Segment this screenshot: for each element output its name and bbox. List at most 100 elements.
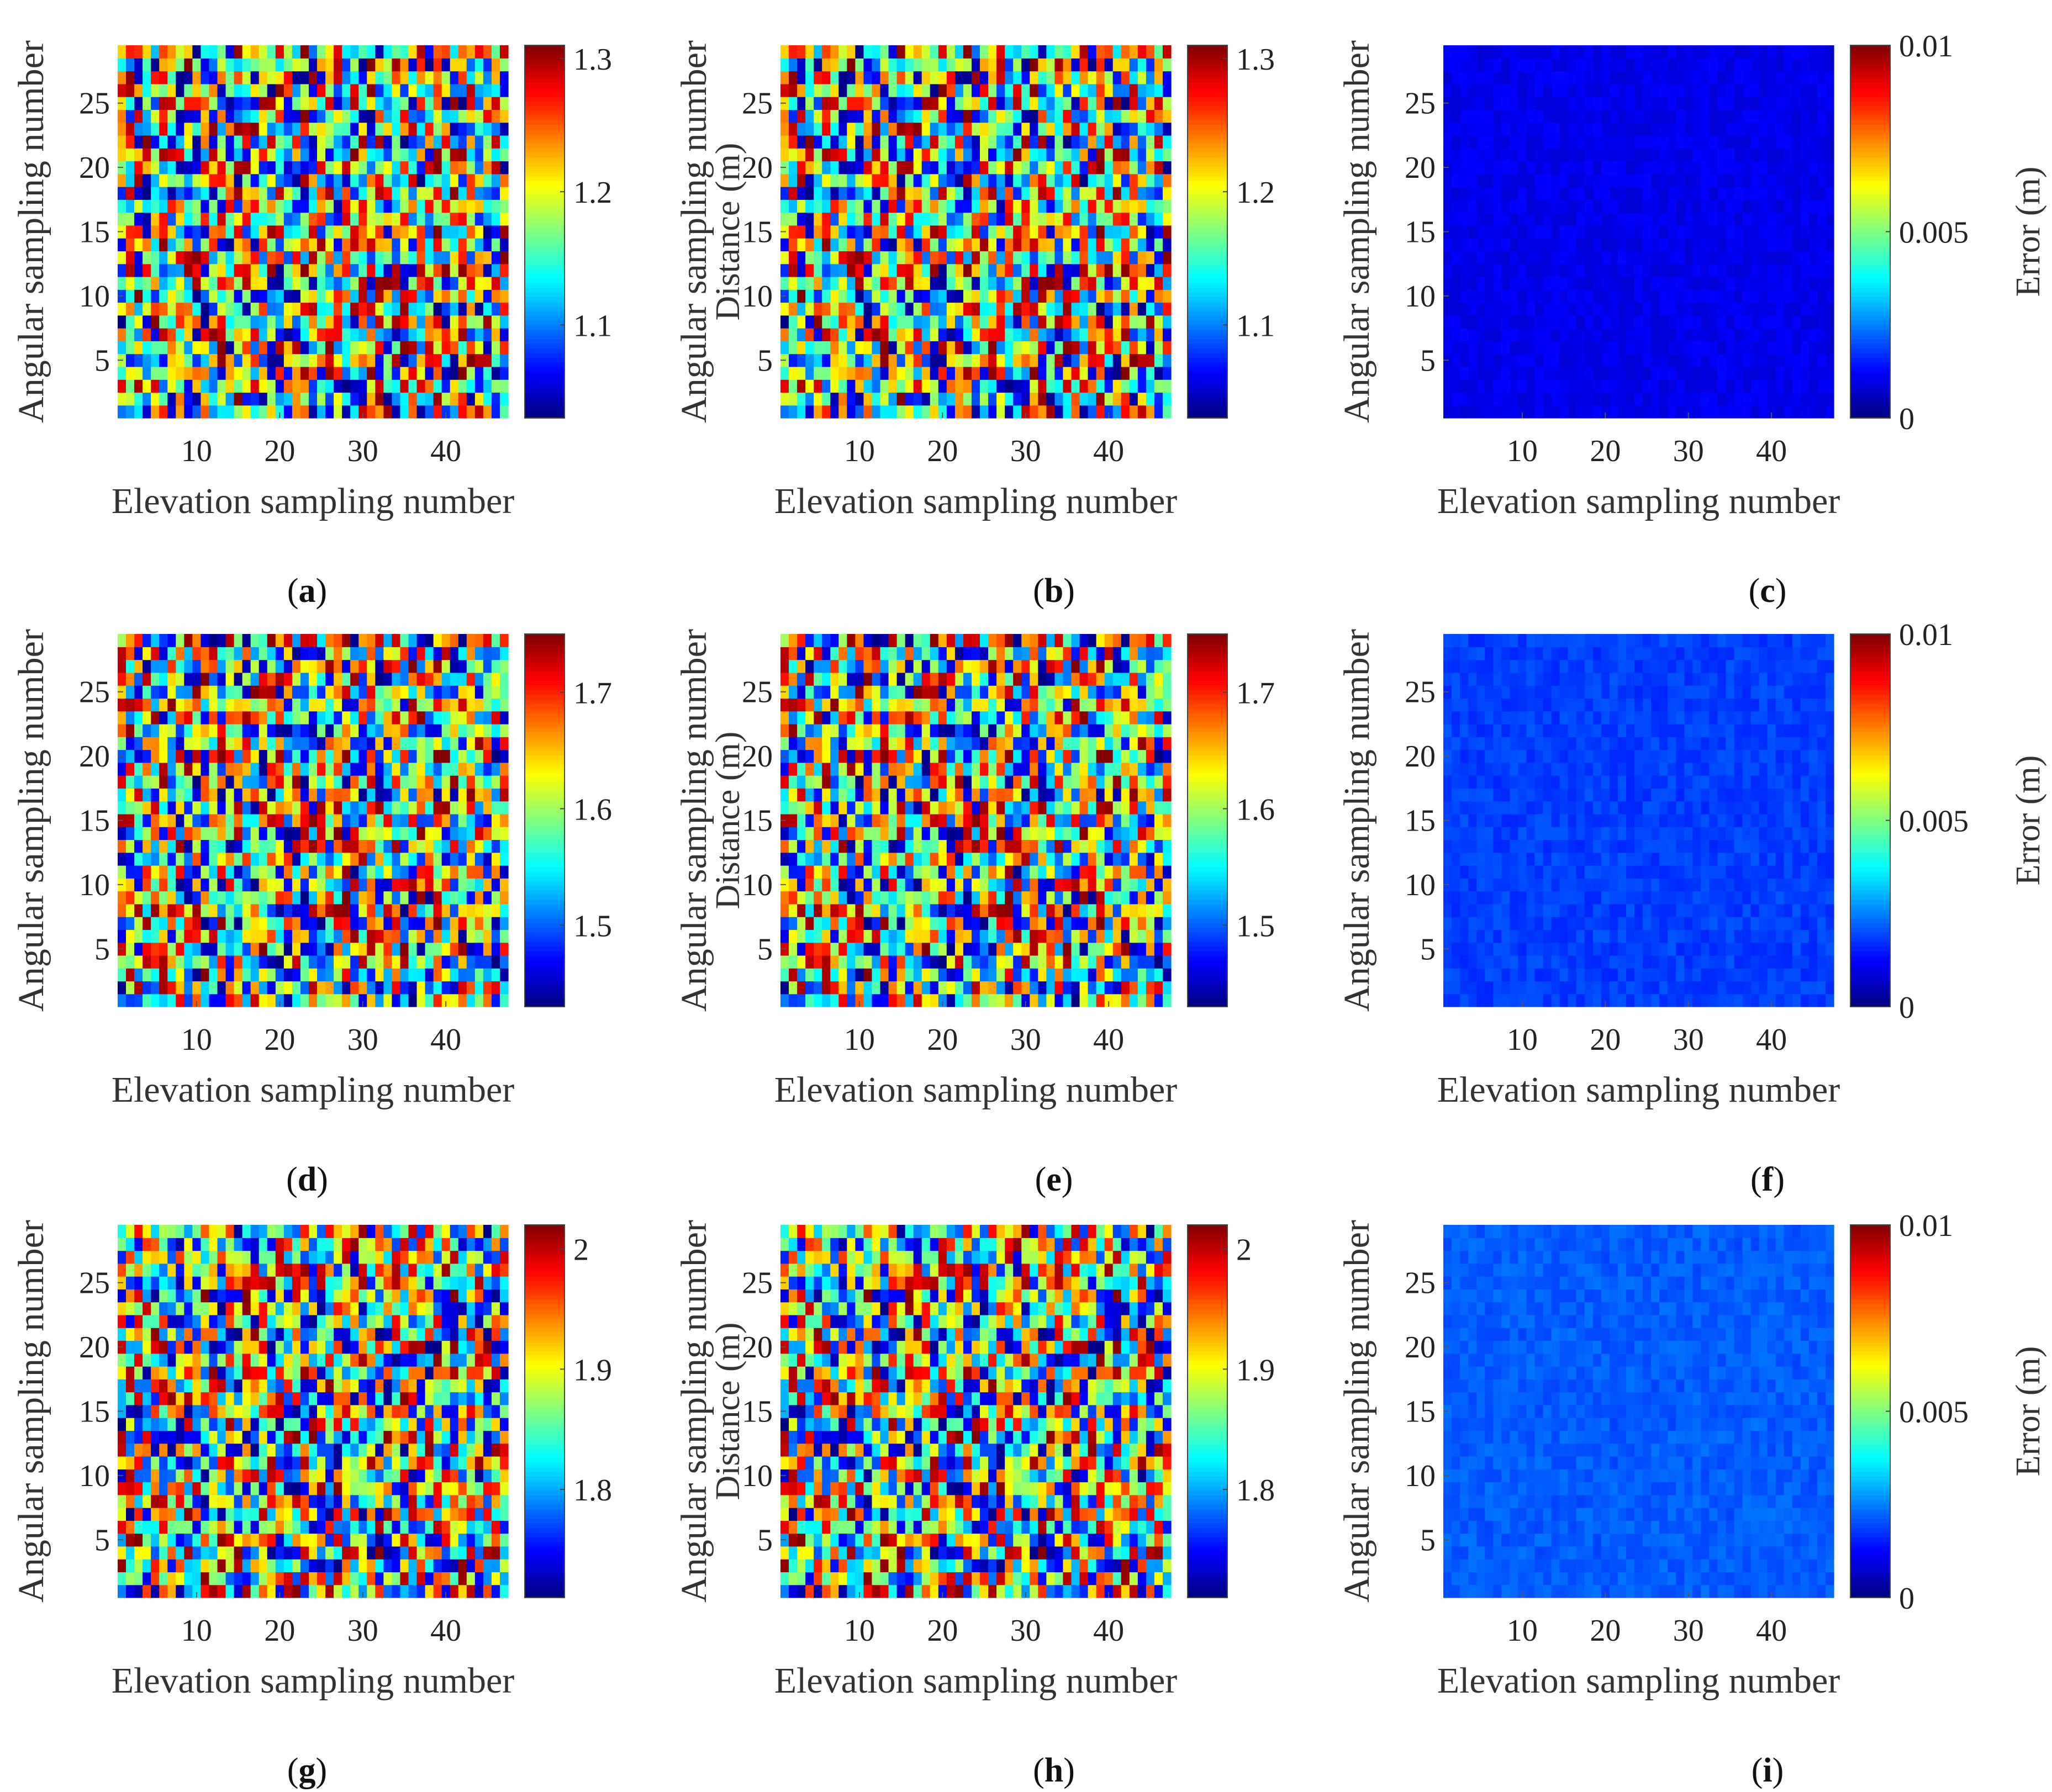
- heatmap-cell: [267, 71, 276, 84]
- heatmap-cell: [1079, 366, 1089, 380]
- heatmap-cell: [1038, 161, 1047, 175]
- heatmap-cell: [1792, 276, 1801, 290]
- heatmap-cell: [151, 212, 160, 226]
- heatmap-cell: [483, 173, 492, 187]
- heatmap-cell: [1088, 97, 1097, 110]
- heatmap-cell: [408, 929, 418, 943]
- heatmap-cell: [789, 263, 798, 277]
- heatmap-cell: [425, 212, 434, 226]
- heatmap-cell: [954, 225, 964, 239]
- heatmap-cell: [1808, 366, 1818, 380]
- heatmap-cell: [1021, 148, 1030, 162]
- heatmap-cell: [499, 289, 509, 303]
- heatmap-cell: [805, 122, 814, 136]
- heatmap-cell: [1485, 83, 1494, 97]
- heatmap-cell: [259, 71, 268, 84]
- heatmap-cell: [1759, 353, 1768, 367]
- heatmap-cell: [466, 379, 476, 393]
- heatmap-cell: [358, 173, 367, 187]
- colorbar-segment: [1188, 310, 1227, 316]
- heatmap-cell: [1096, 328, 1105, 341]
- heatmap-cell: [292, 135, 301, 149]
- heatmap-cell: [1005, 263, 1014, 277]
- heatmap-cell: [300, 225, 309, 239]
- heatmap-cell: [880, 161, 889, 175]
- colorbar-segment: [1850, 320, 1890, 325]
- heatmap-cell: [167, 328, 176, 341]
- heatmap-cell: [896, 187, 906, 200]
- heatmap-cell: [1013, 366, 1022, 380]
- heatmap-cell: [483, 917, 492, 930]
- heatmap-cell: [872, 225, 881, 239]
- heatmap-cell: [1634, 58, 1643, 72]
- heatmap-cell: [234, 251, 243, 265]
- heatmap-cell: [433, 71, 442, 84]
- heatmap-cell: [242, 263, 251, 277]
- heatmap-cell: [458, 263, 467, 277]
- heatmap-cell: [358, 71, 367, 84]
- heatmap-cell: [1501, 379, 1510, 393]
- heatmap-cell: [789, 122, 798, 136]
- heatmap-cell: [242, 58, 251, 72]
- heatmap-cell: [1452, 135, 1460, 149]
- heatmap-cell: [855, 379, 864, 393]
- heatmap-cell: [1609, 328, 1618, 341]
- heatmap-cell: [913, 379, 922, 393]
- heatmap-cell: [1742, 353, 1752, 367]
- heatmap-cell: [1021, 353, 1030, 367]
- heatmap-cell: [450, 122, 459, 136]
- heatmap-cell: [1592, 122, 1602, 136]
- heatmap-cell: [1717, 341, 1727, 355]
- heatmap-cell: [1054, 97, 1064, 110]
- heatmap-cell: [267, 366, 276, 380]
- heatmap-cell: [1146, 315, 1155, 329]
- heatmap-cell: [988, 187, 997, 200]
- heatmap-cell: [1460, 187, 1469, 200]
- heatmap-cell: [151, 942, 160, 956]
- heatmap-cell: [1584, 225, 1594, 239]
- heatmap-cell: [342, 353, 351, 367]
- heatmap-cell: [134, 955, 143, 969]
- heatmap-cell: [184, 942, 193, 956]
- heatmap-cell: [805, 289, 814, 303]
- heatmap-cell: [872, 71, 881, 84]
- heatmap-cell: [151, 955, 160, 969]
- heatmap-cell: [946, 187, 956, 200]
- heatmap-cell: [814, 122, 822, 136]
- heatmap-cell: [797, 58, 806, 72]
- heatmap-cell: [342, 302, 351, 316]
- heatmap-cell: [1071, 405, 1080, 419]
- heatmap-cell: [242, 276, 251, 290]
- x-tick-label: 30: [347, 434, 378, 468]
- heatmap-cell: [1038, 225, 1047, 239]
- heatmap-cell: [1030, 302, 1038, 316]
- heatmap-cell: [167, 276, 176, 290]
- heatmap-cell: [176, 968, 184, 982]
- heatmap-cell: [1137, 173, 1147, 187]
- heatmap-cell: [1717, 353, 1727, 367]
- heatmap-cell: [425, 981, 434, 995]
- heatmap-cell: [1013, 97, 1022, 110]
- heatmap-cell: [126, 251, 135, 265]
- heatmap-cell: [1443, 58, 1452, 72]
- heatmap-cell: [1742, 225, 1752, 239]
- heatmap-cell: [1112, 109, 1122, 123]
- heatmap-cell: [225, 379, 235, 393]
- heatmap-cell: [242, 852, 251, 866]
- heatmap-cell: [308, 891, 318, 905]
- heatmap-cell: [938, 289, 947, 303]
- heatmap-cell: [896, 276, 906, 290]
- heatmap-cell: [458, 135, 467, 149]
- heatmap-cell: [491, 917, 500, 930]
- heatmap-cell: [963, 83, 972, 97]
- heatmap-cell: [988, 251, 997, 265]
- heatmap-cell: [847, 109, 856, 123]
- heatmap-cell: [946, 263, 956, 277]
- heatmap-cell: [392, 212, 401, 226]
- heatmap-cell: [1808, 289, 1818, 303]
- heatmap-cell: [1526, 289, 1536, 303]
- heatmap-cell: [1452, 58, 1460, 72]
- heatmap-cell: [217, 302, 226, 316]
- colorbar-segment: [1850, 73, 1890, 78]
